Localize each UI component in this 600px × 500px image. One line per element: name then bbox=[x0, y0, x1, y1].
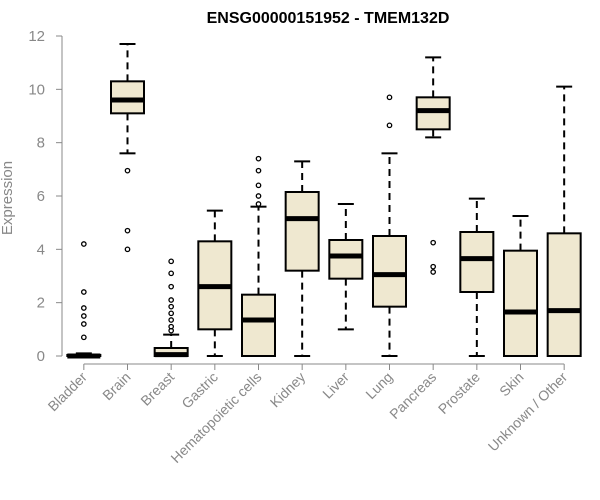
iqr-box bbox=[372, 235, 407, 308]
box-breast bbox=[153, 258, 189, 358]
outlier-point bbox=[80, 289, 87, 295]
x-tick-label: Liver bbox=[319, 369, 352, 402]
outlier-point bbox=[80, 241, 87, 247]
iqr-box bbox=[110, 80, 145, 115]
iqr-box bbox=[459, 231, 495, 293]
x-tick-label: Gastric bbox=[178, 369, 221, 412]
y-axis: 0 2 4 6 8 10 12 bbox=[28, 28, 63, 365]
outlier-point bbox=[386, 94, 393, 101]
box-gastric bbox=[197, 209, 233, 357]
x-tick-label: Brain bbox=[99, 369, 133, 403]
iqr-box bbox=[241, 293, 276, 357]
outlier-point bbox=[168, 258, 175, 265]
iqr-box bbox=[503, 249, 538, 358]
box-kidney bbox=[284, 160, 320, 357]
y-tick-label: 8 bbox=[37, 135, 45, 152]
y-tick-label: 10 bbox=[28, 81, 45, 98]
outlier-point bbox=[168, 303, 175, 310]
y-tick-label: 0 bbox=[37, 348, 45, 365]
outlier-point bbox=[430, 269, 437, 275]
outlier-point bbox=[80, 321, 87, 327]
iqr-box bbox=[328, 239, 364, 280]
y-axis-label: Expression bbox=[0, 161, 16, 235]
box-hematopoietic-cells bbox=[241, 155, 276, 357]
box-liver bbox=[328, 203, 364, 331]
box-brain bbox=[110, 43, 145, 253]
outlier-point bbox=[430, 263, 437, 270]
outlier-point bbox=[80, 334, 87, 341]
outlier-point bbox=[168, 297, 175, 303]
plot-area bbox=[66, 43, 582, 359]
outlier-point bbox=[168, 310, 175, 317]
outlier-point bbox=[80, 305, 87, 311]
chart-title: ENSG00000151952 - TMEM132D bbox=[207, 10, 450, 27]
x-tick-label: Skin bbox=[496, 369, 527, 400]
outlier-point bbox=[255, 201, 262, 207]
outlier-point bbox=[386, 122, 393, 129]
box-unknown-other bbox=[546, 85, 582, 357]
outlier-point bbox=[168, 283, 175, 290]
box-skin bbox=[503, 215, 538, 358]
y-tick-label: 12 bbox=[28, 28, 45, 45]
iqr-box bbox=[546, 232, 582, 357]
outlier-point bbox=[255, 182, 262, 189]
x-tick-label: Kidney bbox=[267, 369, 309, 411]
iqr-box bbox=[415, 96, 451, 131]
outlier-point bbox=[168, 317, 175, 323]
x-tick-label: Bladder bbox=[45, 369, 91, 415]
outlier-point bbox=[80, 313, 87, 319]
iqr-box bbox=[284, 191, 320, 272]
outlier-point bbox=[124, 227, 131, 234]
y-tick-label: 2 bbox=[37, 295, 45, 312]
x-tick-label: Prostate bbox=[435, 369, 483, 417]
y-tick-label: 6 bbox=[37, 188, 45, 205]
box-prostate bbox=[459, 197, 495, 357]
outlier-point bbox=[168, 327, 175, 334]
x-tick-label: Breast bbox=[137, 369, 177, 409]
box-pancreas bbox=[415, 56, 451, 275]
outlier-point bbox=[255, 167, 262, 174]
outlier-point bbox=[255, 155, 262, 162]
box-bladder bbox=[66, 241, 102, 359]
outlier-point bbox=[168, 270, 175, 277]
outlier-point bbox=[430, 239, 437, 246]
x-tick-label: Pancreas bbox=[386, 369, 439, 422]
outlier-point bbox=[124, 246, 131, 253]
y-tick-label: 4 bbox=[37, 241, 45, 258]
x-tick-label: Lung bbox=[362, 369, 395, 402]
box-lung bbox=[372, 94, 407, 357]
outlier-point bbox=[124, 167, 131, 174]
x-tick-label: Unknown / Other bbox=[485, 369, 571, 455]
outlier-point bbox=[255, 193, 262, 199]
